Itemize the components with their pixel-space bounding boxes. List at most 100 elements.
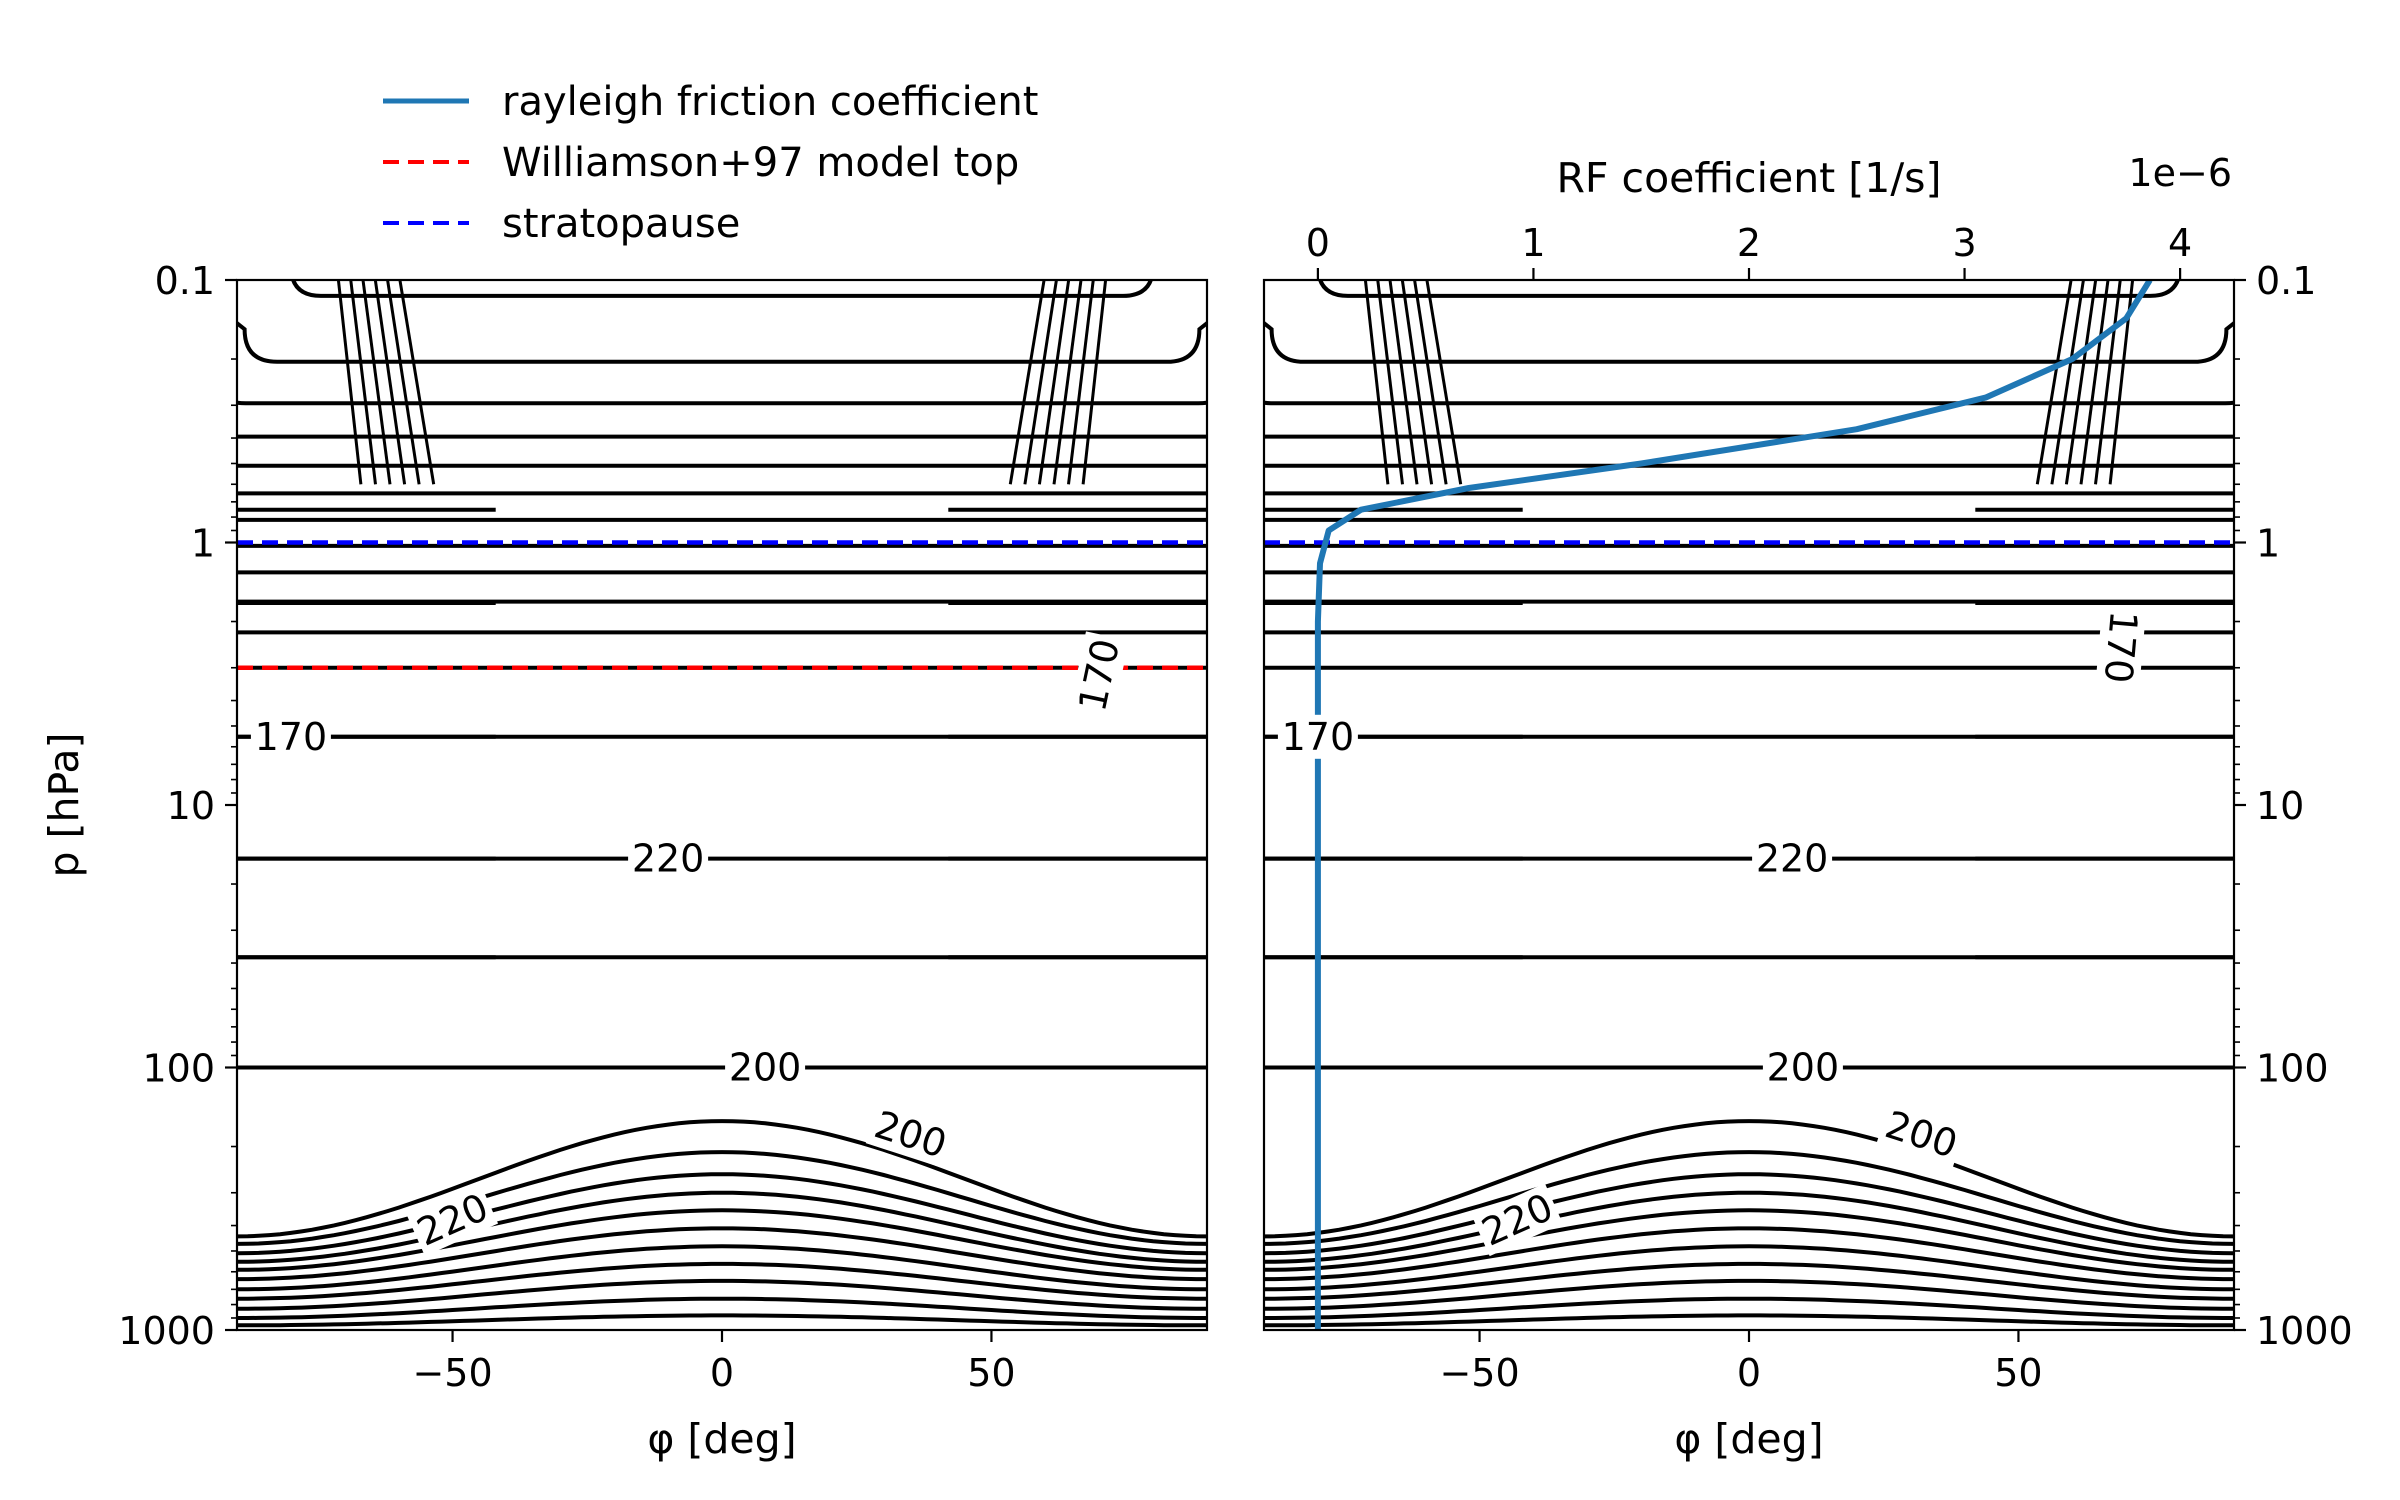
right-contour-level-4	[1264, 463, 2234, 468]
right-tropo-contour-6	[1264, 1244, 2234, 1292]
right-contour-level-13	[1264, 856, 2234, 861]
left-contour-level-15	[237, 1065, 1207, 1070]
right-top-x-tick-label: 0	[1306, 221, 1330, 265]
right-contour-level-8	[1264, 570, 2234, 575]
right-contour-level-7	[1264, 543, 2234, 548]
right-contour-label-bg	[1876, 1101, 1967, 1168]
right-rf-series	[1314, 280, 2153, 1330]
right-contour-level-11	[1264, 665, 2234, 670]
right-tropo-contour-0	[1264, 1119, 2234, 1239]
right-top-axis-offset: 1e−6	[2128, 151, 2232, 195]
left-tropo-contour-1	[237, 1150, 1207, 1246]
left-contour-label-bg	[1069, 631, 1130, 719]
right-contour-label-bg	[1762, 1045, 1843, 1090]
right-axis-ticks: −50 0 50 0.1 1 10 100 1000 0 1 2 3 4	[1306, 221, 2353, 1395]
left-y-axis-label: p [hPa]	[40, 732, 88, 877]
left-contours	[237, 280, 1207, 1328]
right-contour-level-9	[1264, 599, 2234, 604]
left-contour-label-1: 170	[1070, 635, 1128, 715]
left-tropo-contour-3	[237, 1190, 1207, 1264]
right-x-tick-label: 50	[1994, 1351, 2042, 1395]
right-x-tick-label: −50	[1439, 1351, 1519, 1395]
right-tropo-contour-8	[1264, 1278, 2234, 1311]
right-y-tick-label: 100	[2256, 1047, 2329, 1091]
right-contour-level-14	[1264, 955, 2234, 960]
right-y-tick-label: 10	[2256, 784, 2304, 828]
right-top-axis-label: RF coefficient [1/s]	[1556, 154, 1941, 202]
left-tropo-contour-10	[237, 1313, 1207, 1328]
right-contour-level-15	[1264, 1065, 2234, 1070]
right-x-axis-label: φ [deg]	[1674, 1415, 1823, 1463]
left-y-tick-label: 10	[167, 784, 215, 828]
left-contour-level-1	[237, 320, 1207, 364]
right-y-tick-label: 0.1	[2256, 259, 2316, 303]
left-contour-label-bg	[725, 1045, 806, 1090]
left-y-tick-label: 0.1	[155, 259, 215, 303]
right-contour-level-1	[1264, 320, 2234, 364]
right-tropo-contour-5	[1264, 1226, 2234, 1282]
right-y-tick-label: 1	[2256, 522, 2280, 566]
left-tropo-contour-0	[237, 1119, 1207, 1239]
right-tropo-contour-9	[1264, 1296, 2234, 1320]
left-x-axis-label: φ [deg]	[647, 1415, 796, 1463]
right-top-x-tick-label: 3	[1952, 221, 1976, 265]
left-tropo-contour-5	[237, 1226, 1207, 1282]
right-top-x-tick-label: 4	[2168, 221, 2192, 265]
right-tropo-contour-1	[1264, 1150, 2234, 1246]
left-tropo-contour-9	[237, 1296, 1207, 1320]
right-contour-level-3	[1264, 434, 2234, 439]
right-contour-label-0: 170	[1282, 715, 1355, 759]
left-contour-level-0	[291, 280, 1153, 298]
right-top-x-tick-label: 2	[1737, 221, 1761, 265]
left-contour-label-2: 220	[632, 837, 705, 881]
left-reference-lines	[237, 540, 1207, 670]
right-contour-label-bg	[2095, 605, 2147, 689]
right-contour-level-12	[1264, 734, 2234, 739]
right-contour-label-1: 170	[2096, 609, 2146, 685]
right-contour-label-2: 220	[1756, 837, 1829, 881]
legend-label-williamson: Williamson+97 model top	[502, 140, 1019, 186]
left-contour-label-bg	[865, 1101, 956, 1168]
left-x-tick-label: −50	[412, 1351, 492, 1395]
left-contour-level-9	[237, 599, 1207, 604]
left-contour-level-3	[237, 434, 1207, 439]
right-tropo-contour-4	[1264, 1208, 2234, 1272]
left-contour-level-10	[237, 630, 1207, 635]
left-contour-level-12	[237, 734, 1207, 739]
left-contour-label-0: 170	[255, 715, 328, 759]
right-contour-label-4: 200	[1880, 1102, 1963, 1166]
right-tropo-contour-7	[1264, 1261, 2234, 1301]
legend: rayleigh friction coefficient Williamson…	[383, 79, 1038, 247]
left-tropo-contour-8	[237, 1278, 1207, 1311]
right-tropo-contour-10	[1264, 1313, 2234, 1328]
left-contour-level-8	[237, 570, 1207, 575]
left-tropo-contour-4	[237, 1208, 1207, 1272]
left-tropo-contour-2	[237, 1172, 1207, 1256]
left-x-tick-label: 50	[967, 1351, 1015, 1395]
right-contour-level-6	[1264, 517, 2234, 522]
right-contour-label-bg	[1277, 714, 1358, 759]
left-contour-label-4: 200	[869, 1102, 952, 1166]
left-tropo-contour-7	[237, 1261, 1207, 1301]
left-contour-level-7	[237, 543, 1207, 548]
left-contour-label-bg	[407, 1183, 499, 1257]
left-contour-level-5	[237, 491, 1207, 496]
left-contour-level-4	[237, 463, 1207, 468]
legend-label-stratopause: stratopause	[502, 201, 740, 247]
right-tropo-contour-2	[1264, 1172, 2234, 1256]
left-contour-level-6	[237, 517, 1207, 522]
right-tropo-contour-3	[1264, 1190, 2234, 1264]
left-y-tick-label: 100	[142, 1047, 215, 1091]
right-y-tick-label: 1000	[2256, 1309, 2353, 1353]
right-contour-level-2	[1264, 400, 2234, 406]
left-contour-level-2	[237, 400, 1207, 406]
left-contour-label-bg	[250, 714, 331, 759]
right-contour-level-10	[1264, 630, 2234, 635]
legend-label-rf: rayleigh friction coefficient	[502, 79, 1038, 125]
left-contour-label-bg	[628, 836, 709, 881]
left-contour-label-3: 200	[729, 1046, 802, 1090]
